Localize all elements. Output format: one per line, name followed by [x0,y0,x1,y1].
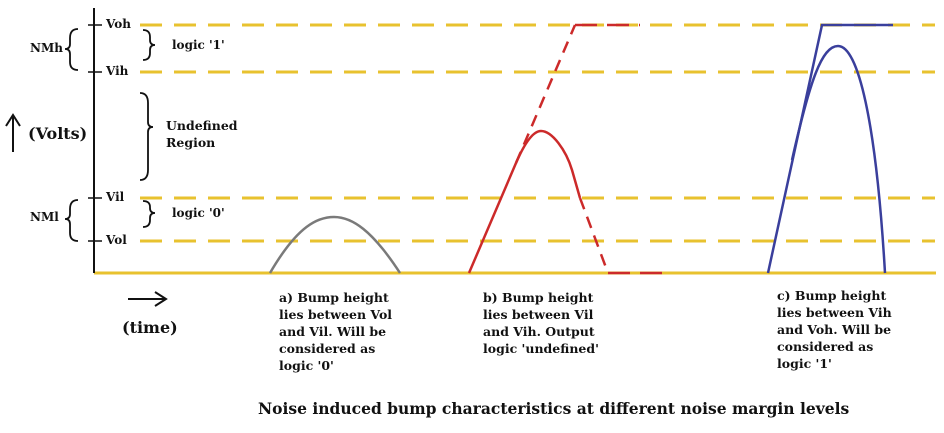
vil-label: Vil [106,190,125,204]
bump-c-curve [766,23,893,274]
right-arrow-icon [128,291,168,307]
bump-b-dashed-fall [578,197,610,274]
y-axis-label: (Volts) [28,124,88,143]
bump-b-dashed-rise [514,24,577,164]
nml-brace [64,199,79,242]
undefined-region-label: Undefined Region [166,118,238,150]
up-arrow-icon [5,113,21,152]
caption-b: b) Bump height lies between Vil and Vih.… [483,290,599,356]
undefined-brace [139,92,154,181]
x-axis-label: (time) [122,318,178,337]
nmh-brace [64,28,79,71]
logic1-label: logic '1' [172,38,225,52]
logic0-brace [142,200,156,228]
nml-label: NMl [30,210,59,224]
nmh-label: NMh [30,41,63,55]
bump-a-curve [268,215,402,274]
caption-c: c) Bump height lies between Vih and Voh.… [777,288,892,371]
vih-label: Vih [106,64,129,78]
diagram-title: Noise induced bump characteristics at di… [258,399,850,418]
logic0-label: logic '0' [172,206,225,220]
bump-c-inner-curve [790,44,887,274]
voh-label: Voh [106,17,131,31]
vol-label: Vol [106,233,127,247]
bump-b-curve [467,129,582,274]
logic1-brace [142,29,156,61]
caption-a: a) Bump height lies between Vol and Vil.… [279,290,393,373]
